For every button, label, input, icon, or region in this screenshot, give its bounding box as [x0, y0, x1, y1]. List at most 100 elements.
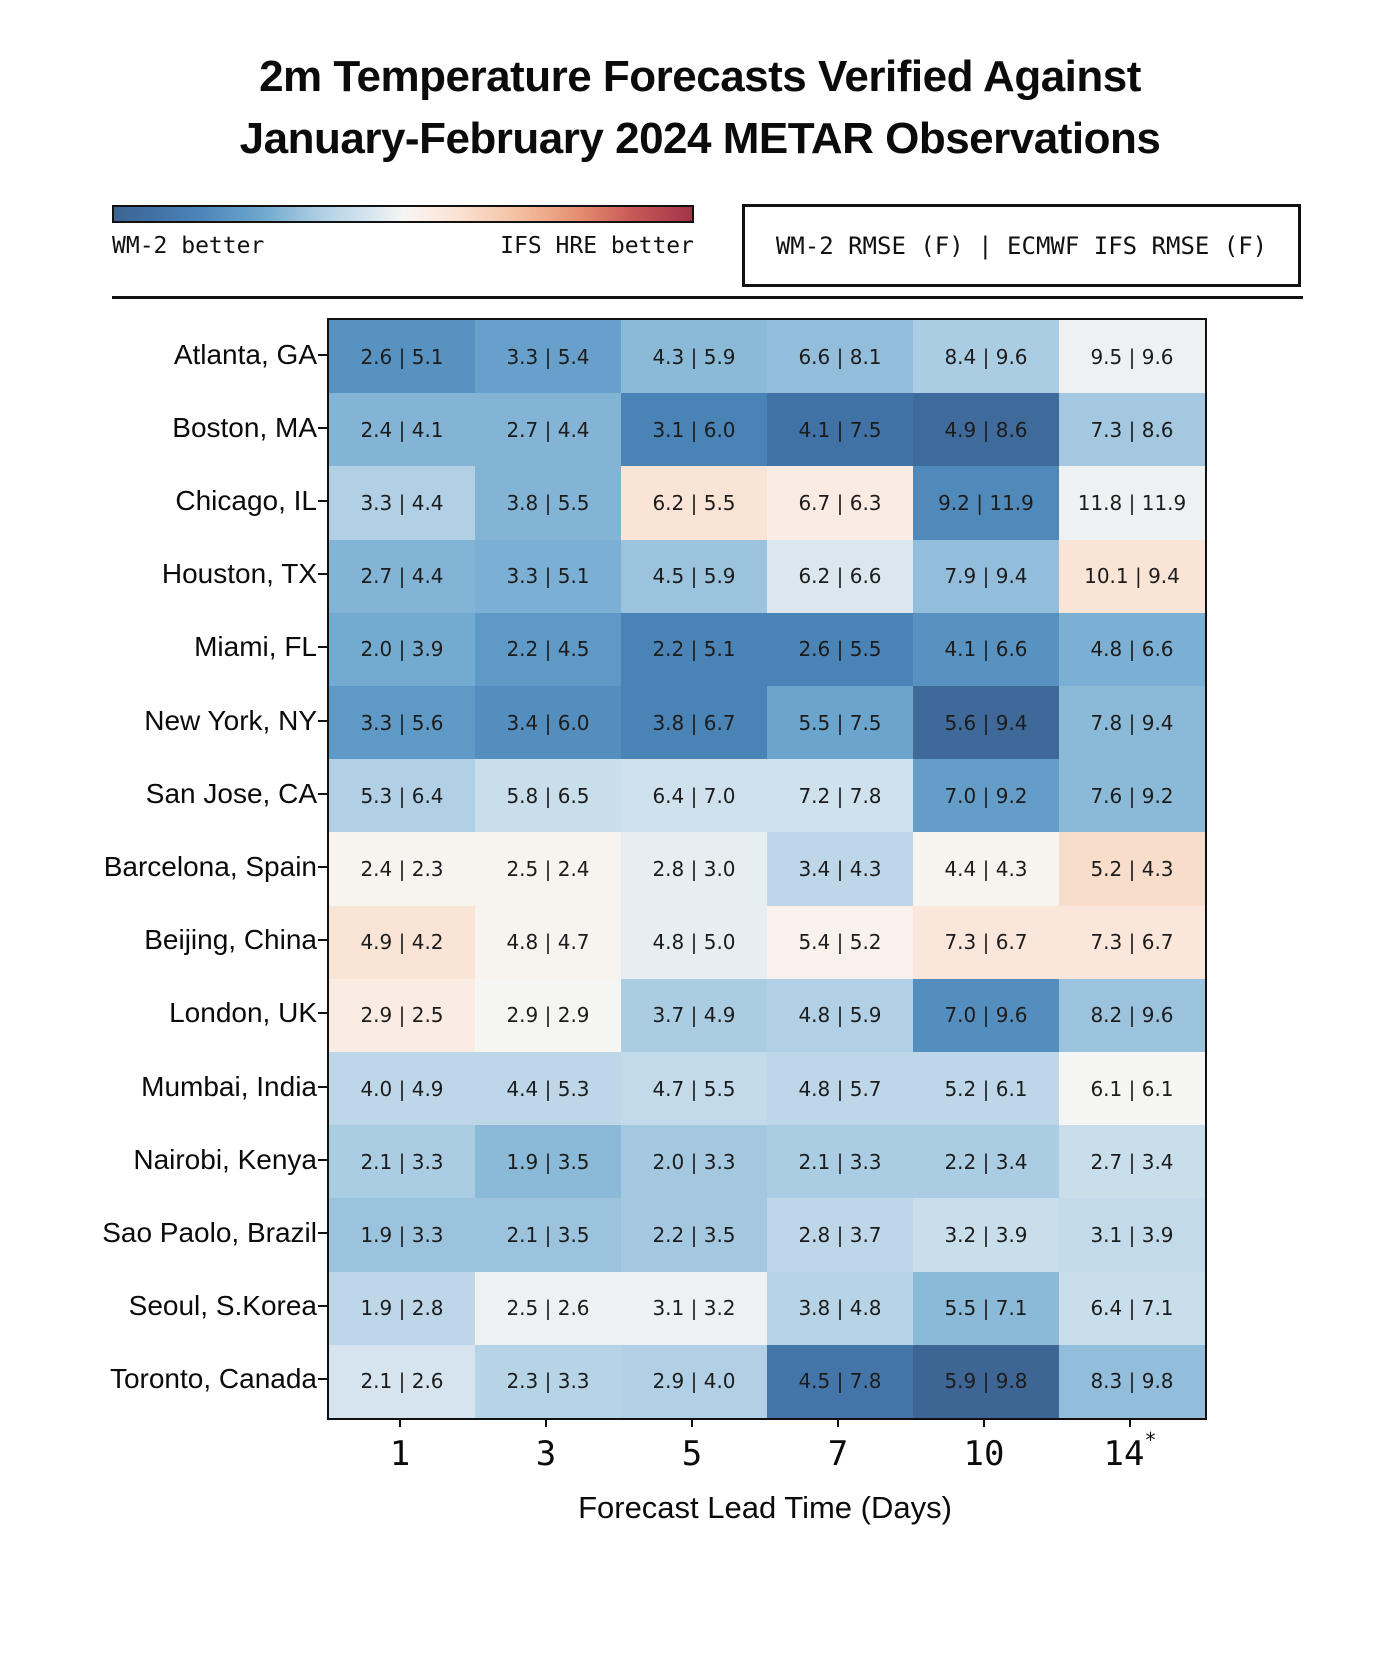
heatmap-cell-new-york-ny-day-7: 5.5 | 7.5: [767, 685, 913, 760]
heatmap-cell-seoul-s-korea-day-3: 2.5 | 2.6: [475, 1271, 621, 1345]
row-label-beijing-china: Beijing, China: [144, 924, 317, 956]
heatmap-cell-boston-ma-day-7: 4.1 | 7.5: [767, 393, 913, 467]
row-label-atlanta-ga: Atlanta, GA: [173, 338, 317, 370]
heatmap-cell-toronto-canada-day-7: 4.5 | 7.8: [767, 1344, 913, 1418]
heatmap-cell-london-uk-day-7: 4.8 | 5.9: [767, 978, 913, 1052]
row-label-seoul-s-korea: Seoul, S.Korea: [128, 1290, 317, 1322]
heatmap-cell-san-jose-ca-day-3: 5.8 | 6.5: [475, 759, 621, 833]
heatmap-cell-sao-paolo-brazil-day-14: 3.1 | 3.9: [1059, 1198, 1205, 1272]
heatmap-cell-new-york-ny-day-10: 5.6 | 9.4: [913, 685, 1059, 760]
diverging-colorbar: [112, 205, 694, 223]
row-label-boston-ma: Boston, MA: [172, 411, 317, 443]
heatmap-cell-toronto-canada-day-14: 8.3 | 9.8: [1059, 1344, 1205, 1418]
heatmap-cell-barcelona-spain-day-1: 2.4 | 2.3: [329, 832, 475, 906]
heatmap-cell-chicago-il-day-1: 3.3 | 4.4: [329, 466, 475, 540]
heatmap-cell-sao-paolo-brazil-day-10: 3.2 | 3.9: [913, 1198, 1059, 1272]
row-label-london-uk: London, UK: [169, 997, 317, 1029]
row-label-san-jose-ca: San Jose, CA: [145, 777, 317, 809]
separator-line: [112, 296, 1303, 299]
heatmap-cell-chicago-il-day-3: 3.8 | 5.5: [475, 466, 621, 540]
heatmap-cell-sao-paolo-brazil-day-5: 2.2 | 3.5: [621, 1198, 767, 1272]
heatmap-cell-boston-ma-day-5: 3.1 | 6.0: [621, 393, 767, 467]
x-tick-label-10: 10: [963, 1434, 1005, 1474]
heatmap-cell-new-york-ny-day-5: 3.8 | 6.7: [621, 685, 767, 760]
chart-title-line2: January-February 2024 METAR Observations: [239, 114, 1161, 163]
heatmap-cell-boston-ma-day-14: 7.3 | 8.6: [1059, 393, 1205, 467]
heatmap-cell-atlanta-ga-day-1: 2.6 | 5.1: [329, 320, 475, 394]
heatmap-cell-nairobi-kenya-day-10: 2.2 | 3.4: [913, 1125, 1059, 1199]
heatmap-cell-new-york-ny-day-14: 7.8 | 9.4: [1059, 685, 1205, 760]
row-label-mumbai-india: Mumbai, India: [141, 1070, 317, 1102]
heatmap-cell-san-jose-ca-day-7: 7.2 | 7.8: [767, 759, 913, 833]
heatmap-cell-seoul-s-korea-day-10: 5.5 | 7.1: [913, 1271, 1059, 1345]
x-tick: [1129, 1418, 1131, 1427]
heatmap-cell-london-uk-day-3: 2.9 | 2.9: [475, 978, 621, 1052]
heatmap-cell-san-jose-ca-day-10: 7.0 | 9.2: [913, 759, 1059, 833]
heatmap-cell-barcelona-spain-day-7: 3.4 | 4.3: [767, 832, 913, 906]
heatmap-cell-sao-paolo-brazil-day-1: 1.9 | 3.3: [329, 1198, 475, 1272]
y-tick: [318, 1012, 327, 1015]
row-label-nairobi-kenya: Nairobi, Kenya: [133, 1143, 317, 1175]
y-tick: [318, 1232, 327, 1234]
heatmap-cell-miami-fl-day-1: 2.0 | 3.9: [329, 612, 475, 686]
footnote-asterisk: *: [1144, 1428, 1157, 1452]
y-tick: [318, 426, 327, 429]
heatmap-cell-houston-tx-day-1: 2.7 | 4.4: [329, 539, 475, 613]
chart-title: 2m Temperature Forecasts Verified Agains…: [0, 46, 1400, 170]
row-label-sao-paolo-brazil: Sao Paolo, Brazil: [102, 1217, 317, 1248]
x-axis-label: Forecast Lead Time (Days): [578, 1490, 952, 1525]
colorbar-right-label: IFS HRE better: [500, 233, 694, 259]
heatmap-cell-atlanta-ga-day-10: 8.4 | 9.6: [913, 320, 1059, 394]
heatmap-cell-nairobi-kenya-day-5: 2.0 | 3.3: [621, 1125, 767, 1199]
heatmap-cell-atlanta-ga-day-5: 4.3 | 5.9: [621, 320, 767, 394]
heatmap-cell-new-york-ny-day-1: 3.3 | 5.6: [329, 685, 475, 760]
x-tick: [983, 1418, 985, 1427]
x-tick-label-1: 1: [389, 1434, 411, 1474]
heatmap-cell-london-uk-day-14: 8.2 | 9.6: [1059, 978, 1205, 1052]
heatmap-cell-mumbai-india-day-10: 5.2 | 6.1: [913, 1051, 1059, 1126]
x-tick: [399, 1418, 401, 1427]
heatmap-cell-beijing-china-day-3: 4.8 | 4.7: [475, 905, 621, 979]
legend-text: WM-2 RMSE (F) | ECMWF IFS RMSE (F): [775, 231, 1268, 260]
chart-title-line1: 2m Temperature Forecasts Verified Agains…: [259, 52, 1141, 101]
heatmap-cell-seoul-s-korea-day-1: 1.9 | 2.8: [329, 1271, 475, 1345]
heatmap-cell-nairobi-kenya-day-7: 2.1 | 3.3: [767, 1125, 913, 1199]
heatmap-cell-miami-fl-day-14: 4.8 | 6.6: [1059, 612, 1205, 686]
heatmap-cell-barcelona-spain-day-14: 5.2 | 4.3: [1059, 832, 1205, 906]
heatmap-cell-london-uk-day-5: 3.7 | 4.9: [621, 978, 767, 1052]
row-label-houston-tx: Houston, TX: [161, 558, 317, 590]
heatmap-cell-toronto-canada-day-5: 2.9 | 4.0: [621, 1344, 767, 1418]
y-tick: [318, 1378, 327, 1381]
row-label-barcelona-spain: Barcelona, Spain: [103, 851, 317, 882]
heatmap-cell-seoul-s-korea-day-7: 3.8 | 4.8: [767, 1271, 913, 1345]
legend-box: WM-2 RMSE (F) | ECMWF IFS RMSE (F): [742, 204, 1301, 287]
y-tick: [318, 719, 327, 722]
row-label-new-york-ny: New York, NY: [144, 704, 317, 736]
heatmap-cell-chicago-il-day-14: 11.8 | 11.9: [1059, 466, 1205, 540]
x-tick: [545, 1418, 547, 1427]
y-tick: [318, 792, 327, 795]
heatmap-plot: 2.6 | 5.1 3.3 | 5.4 4.3 | 5.9 6.6 | 8.1 8.4 …: [327, 318, 1207, 1420]
heatmap-cell-san-jose-ca-day-14: 7.6 | 9.2: [1059, 759, 1205, 833]
heatmap-cell-toronto-canada-day-3: 2.3 | 3.3: [475, 1344, 621, 1418]
heatmap-cell-atlanta-ga-day-7: 6.6 | 8.1: [767, 320, 913, 394]
y-tick: [318, 646, 327, 649]
heatmap-cell-chicago-il-day-7: 6.7 | 6.3: [767, 466, 913, 540]
heatmap-cell-mumbai-india-day-1: 4.0 | 4.9: [329, 1051, 475, 1126]
y-tick: [318, 353, 327, 356]
heatmap-cell-seoul-s-korea-day-5: 3.1 | 3.2: [621, 1271, 767, 1345]
heatmap-cell-sao-paolo-brazil-day-3: 2.1 | 3.5: [475, 1198, 621, 1272]
x-tick: [691, 1418, 693, 1427]
heatmap-cell-seoul-s-korea-day-14: 6.4 | 7.1: [1059, 1271, 1205, 1345]
heatmap-cell-san-jose-ca-day-5: 6.4 | 7.0: [621, 759, 767, 833]
heatmap-cell-nairobi-kenya-day-3: 1.9 | 3.5: [475, 1125, 621, 1199]
heatmap-cell-nairobi-kenya-day-1: 2.1 | 3.3: [329, 1125, 475, 1199]
heatmap-cell-new-york-ny-day-3: 3.4 | 6.0: [475, 685, 621, 760]
row-label-toronto-canada: Toronto, Canada: [109, 1363, 317, 1395]
heatmap-cell-chicago-il-day-10: 9.2 | 11.9: [913, 466, 1059, 540]
heatmap-cell-nairobi-kenya-day-14: 2.7 | 3.4: [1059, 1125, 1205, 1199]
heatmap-cell-houston-tx-day-5: 4.5 | 5.9: [621, 539, 767, 613]
heatmap-cell-atlanta-ga-day-3: 3.3 | 5.4: [475, 320, 621, 394]
heatmap-cell-beijing-china-day-1: 4.9 | 4.2: [329, 905, 475, 979]
heatmap-cell-london-uk-day-1: 2.9 | 2.5: [329, 978, 475, 1052]
